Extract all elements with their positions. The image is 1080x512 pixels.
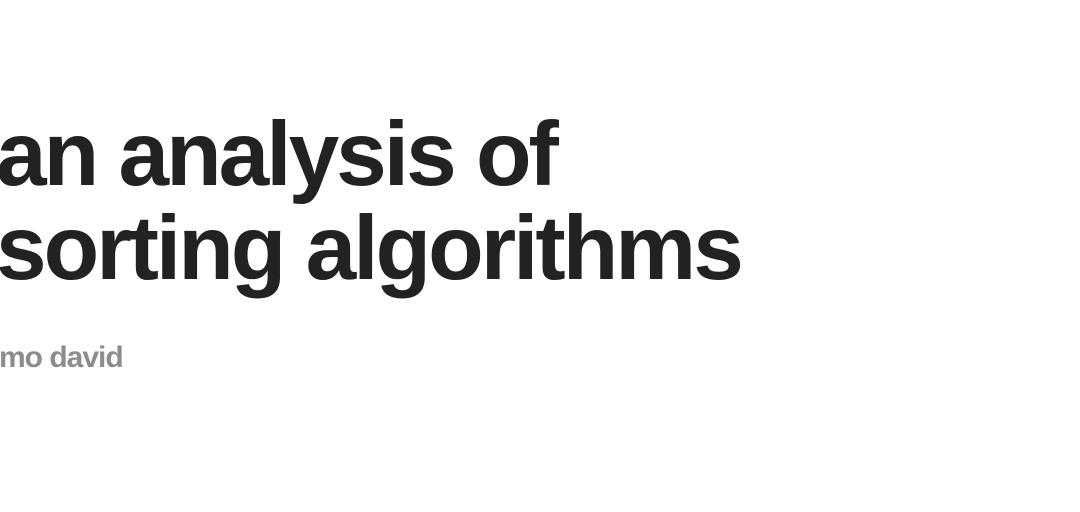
slide-title-line-1: an analysis of bbox=[0, 104, 559, 205]
author-name: mo david bbox=[0, 341, 124, 374]
slide-title-line-2: sorting algorithms bbox=[0, 198, 744, 299]
slide-title: an analysis of sorting algorithms bbox=[0, 104, 744, 299]
